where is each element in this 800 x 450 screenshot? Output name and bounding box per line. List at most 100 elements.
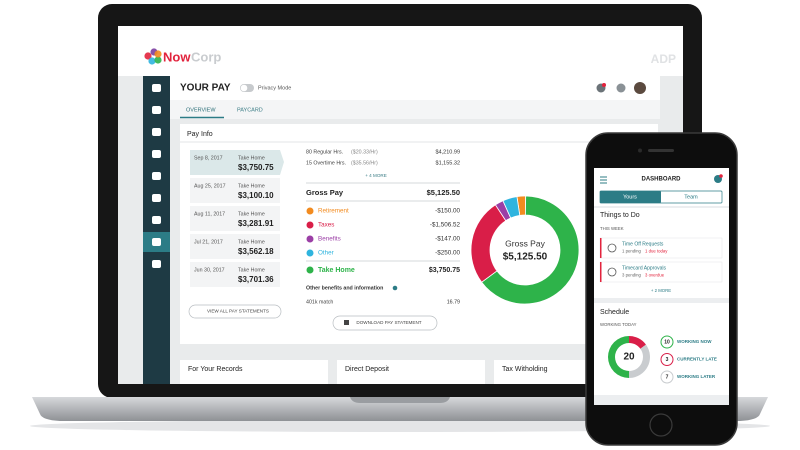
statement-pointer <box>280 150 284 175</box>
nav-icon[interactable] <box>152 260 161 268</box>
deduction-amount: -$147.00 <box>435 236 460 243</box>
deduction-icon <box>306 235 314 243</box>
phone-separator <box>594 298 729 303</box>
count: 10 <box>664 339 670 345</box>
nav-icon[interactable] <box>152 238 161 246</box>
tab[interactable]: Yours <box>623 194 637 200</box>
card-title: Direct Deposit <box>345 366 389 373</box>
todo-alert: 3 overdue <box>645 273 665 278</box>
phone-badge <box>719 174 723 178</box>
logo: Corp <box>191 49 221 64</box>
notification-badge <box>602 83 606 87</box>
tab-selected <box>600 191 661 203</box>
nav-icon[interactable] <box>152 172 161 180</box>
count-label: WORKING NOW <box>677 339 712 344</box>
nav-icon[interactable] <box>152 150 161 158</box>
shadow <box>30 420 770 432</box>
count-ring <box>660 370 674 384</box>
earning-amount: $4,210.99 <box>436 149 460 155</box>
statement[interactable] <box>190 234 280 259</box>
count-label: WORKING LATER <box>677 374 716 379</box>
nav-icon[interactable] <box>152 128 161 136</box>
statement[interactable] <box>190 262 280 287</box>
statement[interactable] <box>190 178 280 203</box>
statement-label: Take Home <box>238 239 265 245</box>
section-title: Things to Do <box>600 212 640 219</box>
help[interactable] <box>616 83 626 93</box>
avatar[interactable] <box>634 82 646 94</box>
card-title: Pay Info <box>187 131 213 138</box>
download-button[interactable] <box>332 315 438 331</box>
todo-title: Time Off Requests <box>622 241 664 247</box>
tab[interactable]: OVERVIEW <box>186 107 216 113</box>
earning-label: 80 Regular Hrs. <box>306 149 343 155</box>
phone-separator <box>594 206 729 208</box>
deduction-icon <box>306 207 314 215</box>
count-ring <box>660 353 674 366</box>
info-icon <box>392 285 398 291</box>
statement-label: Take Home <box>238 155 265 161</box>
menu-icon <box>600 176 607 178</box>
gross-amount: $5,125.50 <box>427 188 460 197</box>
phone-header <box>594 168 729 188</box>
statement-date: Aug 11, 2017 <box>194 211 225 217</box>
earning-label: 15 Overtime Hrs. <box>306 160 346 166</box>
logo-dot <box>154 56 162 64</box>
statement-amount: $3,562.18 <box>238 247 274 256</box>
menu-icon <box>600 182 607 184</box>
phone-separator <box>594 395 729 405</box>
statement[interactable] <box>190 150 280 175</box>
menu-icon <box>600 179 607 181</box>
logo-dot <box>148 57 156 65</box>
todo-status: 1 pending <box>622 249 641 254</box>
section-period: THIS WEEK <box>600 226 624 231</box>
laptop-base <box>32 397 768 421</box>
take-home-label: Take Home <box>318 267 355 274</box>
statement-amount: $3,100.10 <box>238 191 274 200</box>
nav-icon[interactable] <box>152 84 161 92</box>
deduction-amount: -$150.00 <box>435 208 460 215</box>
earning-rate: ($35.56/Hr) <box>351 160 378 166</box>
todo-alert: 1 due today <box>645 249 668 254</box>
schedule-segment <box>629 336 646 349</box>
base-notch <box>350 397 450 403</box>
more-link: + 4 MORE <box>365 173 387 178</box>
schedule-segment <box>608 336 629 378</box>
phone-title: DASHBOARD <box>642 177 682 183</box>
todo-alert-bar <box>600 262 602 282</box>
deduction-icon <box>306 221 314 229</box>
view-all-button[interactable] <box>188 304 282 319</box>
donut-segment <box>502 196 521 219</box>
tab[interactable]: Team <box>684 194 698 200</box>
match-label: 401k match <box>306 299 333 305</box>
nav-icon[interactable] <box>152 194 161 202</box>
section-title: Schedule <box>600 309 629 316</box>
download-icon <box>344 320 349 325</box>
statement-label: Take Home <box>238 183 265 189</box>
match-amount: 16.79 <box>447 299 460 305</box>
deduction-icon <box>306 249 314 257</box>
donut-label: Gross Pay <box>505 238 545 248</box>
todo-icon <box>607 267 617 277</box>
nav-icon[interactable] <box>152 106 161 114</box>
take-home-amount: $3,750.75 <box>429 267 460 274</box>
statement-amount: $3,281.91 <box>238 219 274 228</box>
button-label: DOWNLOAD PAY STATEMENT <box>356 320 421 325</box>
statement-amount: $3,750.75 <box>238 163 274 172</box>
info-label: Other benefits and information <box>306 285 383 291</box>
tab[interactable]: PAYCARD <box>237 107 263 113</box>
button-label: VIEW ALL PAY STATEMENTS <box>207 309 269 314</box>
gross-label: Gross Pay <box>306 188 344 197</box>
deduction-label: Retirement <box>318 208 349 215</box>
phone-speaker <box>648 149 674 152</box>
take-home-icon <box>306 266 314 274</box>
brand-logo: ADP <box>651 52 676 66</box>
toggle-knob <box>240 84 248 92</box>
more-link: + 2 MORE <box>651 288 671 293</box>
card-title: Tax Witholding <box>502 366 548 373</box>
statement-date: Jul 21, 2017 <box>194 239 223 245</box>
statement[interactable] <box>190 206 280 231</box>
deduction-amount: -$250.00 <box>435 250 460 257</box>
nav-icon[interactable] <box>152 216 161 224</box>
